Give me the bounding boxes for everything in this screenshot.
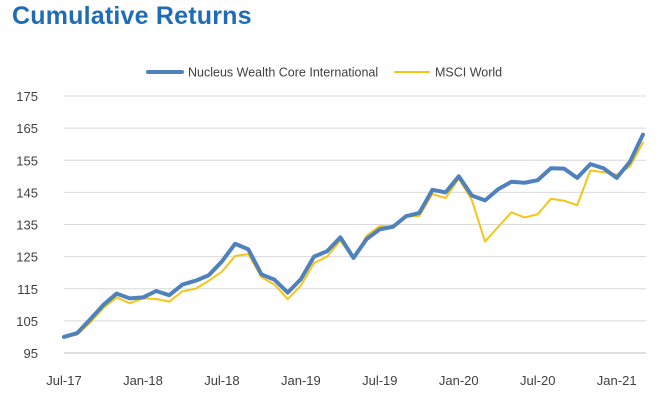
y-tick-label: 115 — [17, 282, 38, 297]
legend-label: Nucleus Wealth Core International — [188, 66, 378, 80]
y-tick-label: 95 — [24, 346, 38, 361]
y-tick-label: 165 — [16, 121, 38, 136]
legend-item-nucleus: Nucleus Wealth Core International — [146, 66, 378, 80]
series-lines — [62, 132, 645, 339]
x-tick-label: Jan-20 — [439, 373, 479, 388]
x-tick-label: Jan-21 — [597, 373, 637, 388]
y-tick-label: 155 — [16, 153, 38, 168]
y-tick-label: 145 — [16, 185, 38, 200]
series-line-msci — [63, 141, 644, 339]
series-line-nucleus — [62, 132, 645, 339]
legend: Nucleus Wealth Core International MSCI Wo… — [146, 66, 502, 80]
y-tick-label: 175 — [16, 89, 38, 104]
chart-title: Cumulative Returns — [12, 2, 252, 30]
legend-label: MSCI World — [435, 66, 502, 80]
x-tick-label: Jul-17 — [46, 373, 81, 388]
x-axis-ticks: Jul-17 Jan-18 Jul-18 Jan-19 Jul-19 Jan-20 Jul-… — [46, 373, 636, 388]
x-tick-label: Jul-20 — [520, 373, 555, 388]
x-tick-label: Jan-18 — [123, 373, 163, 388]
y-tick-label: 125 — [16, 250, 38, 265]
y-axis-ticks: 95 105 115 125 135 145 155 165 175 — [16, 89, 38, 361]
x-tick-label: Jul-18 — [204, 373, 239, 388]
legend-item-msci: MSCI World — [394, 66, 502, 80]
y-tick-label: 135 — [16, 218, 38, 233]
x-tick-label: Jul-19 — [362, 373, 397, 388]
x-tick-label: Jan-19 — [281, 373, 321, 388]
gridlines — [64, 95, 646, 354]
y-tick-label: 105 — [16, 314, 38, 329]
